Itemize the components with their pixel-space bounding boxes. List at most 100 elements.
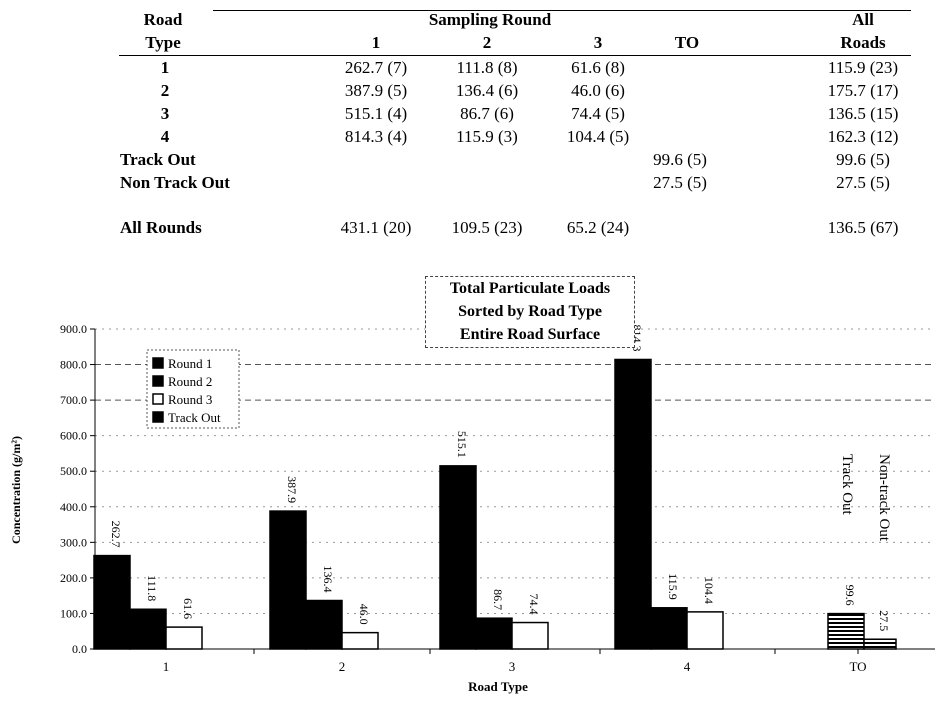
chart-title-line-1: Total Particulate Loads <box>449 280 611 297</box>
legend-swatch <box>152 375 164 387</box>
cell-r1: 515.1 (4) <box>344 104 408 123</box>
y-axis-title: Concentration (g/m²) <box>9 436 23 544</box>
legend-label: Round 2 <box>168 374 212 389</box>
bar-round-1 <box>93 554 131 650</box>
data-label: 86.7 <box>491 589 505 610</box>
col-header-round-2: 2 <box>482 33 492 52</box>
cell-r3: 104.4 (5) <box>566 127 630 146</box>
col-header-round-1: 1 <box>371 33 381 52</box>
x-tick-label: 2 <box>339 659 346 674</box>
row-label: 4 <box>160 127 170 146</box>
header-all: All <box>852 10 874 29</box>
bar-chart: Total Particulate Loads Sorted by Road T… <box>0 262 942 696</box>
legend-swatch <box>152 357 164 369</box>
total-cell-r1: 431.1 (20) <box>340 218 412 237</box>
bar-round-1 <box>439 465 477 650</box>
y-tick-label: 900.0 <box>60 322 87 336</box>
data-label: 115.9 <box>666 573 680 600</box>
bar-non-track-out <box>863 638 897 650</box>
cell-all: 27.5 (5) <box>836 173 890 192</box>
chart-title-line-3: Entire Road Surface <box>459 326 601 343</box>
data-label: 111.8 <box>145 575 159 601</box>
cell-r2: 136.4 (6) <box>455 81 519 100</box>
annotation-track-out: Track Out <box>839 454 855 516</box>
data-label: 104.4 <box>702 577 716 604</box>
bar-round-3 <box>686 611 724 650</box>
data-label: 99.6 <box>843 585 857 606</box>
bar-round-2 <box>305 599 343 650</box>
cell-r2: 86.7 (6) <box>460 104 514 123</box>
data-label: 136.4 <box>321 566 335 593</box>
y-tick-label: 0.0 <box>72 642 87 656</box>
y-tick-label: 300.0 <box>60 535 87 549</box>
bar-round-2 <box>475 617 513 650</box>
data-label: 262.7 <box>109 521 123 548</box>
cell-r1: 387.9 (5) <box>344 81 408 100</box>
cell-r1: 814.3 (4) <box>344 127 408 146</box>
cell-r3: 46.0 (6) <box>571 81 625 100</box>
y-tick-label: 100.0 <box>60 606 87 620</box>
column-header-rule <box>119 55 911 56</box>
legend-swatch <box>152 393 164 405</box>
total-row-label: All Rounds <box>120 218 202 237</box>
data-label: 74.4 <box>527 594 541 615</box>
row-label: 1 <box>160 58 170 77</box>
cell-r2: 111.8 (8) <box>456 58 518 77</box>
bar-track-out <box>827 612 865 650</box>
x-tick-label: 1 <box>163 659 170 674</box>
legend-label: Round 3 <box>168 392 212 407</box>
cell-r3: 74.4 (5) <box>571 104 625 123</box>
chart-title-line-2: Sorted by Road Type <box>458 303 602 320</box>
cell-r2: 115.9 (3) <box>456 127 518 146</box>
bar-round-3 <box>341 631 379 650</box>
cell-all: 162.3 (12) <box>827 127 899 146</box>
x-tick-label: 3 <box>509 659 516 674</box>
legend-label: Track Out <box>168 410 221 425</box>
y-tick-label: 600.0 <box>60 429 87 443</box>
annotation-non-track-out: Non-track Out <box>876 454 892 542</box>
col-header-to: TO <box>674 33 700 52</box>
header-rule <box>213 10 911 11</box>
header-roads: Roads <box>840 33 886 52</box>
cell-all: 136.5 (15) <box>827 104 899 123</box>
legend-label: Round 1 <box>168 356 212 371</box>
y-tick-label: 400.0 <box>60 500 87 514</box>
data-label: 387.9 <box>285 476 299 503</box>
bar-round-1 <box>614 358 652 650</box>
x-axis-title: Road Type <box>468 679 528 694</box>
col-header-round-3: 3 <box>593 33 603 52</box>
summary-table: Road Type Sampling Round All Roads 1 2 3… <box>0 0 942 245</box>
row-label: Non Track Out <box>120 173 230 192</box>
data-label: 515.1 <box>455 431 469 458</box>
cell-r3: 61.6 (8) <box>571 58 625 77</box>
bar-round-1 <box>269 510 307 650</box>
cell-all: 175.7 (17) <box>827 81 899 100</box>
cell-to: 27.5 (5) <box>653 173 707 192</box>
bar-round-2 <box>650 607 688 650</box>
total-cell-all: 136.5 (67) <box>827 218 899 237</box>
bar-round-3 <box>165 626 203 650</box>
cell-r1: 262.7 (7) <box>344 58 408 77</box>
row-label: 2 <box>160 81 170 100</box>
total-cell-r2: 109.5 (23) <box>451 218 523 237</box>
data-label: 27.5 <box>877 610 891 631</box>
cell-all: 99.6 (5) <box>836 150 890 169</box>
y-tick-label: 800.0 <box>60 358 87 372</box>
y-tick-label: 700.0 <box>60 393 87 407</box>
header-type: Type <box>145 33 181 52</box>
chart-plot: 0.0 100.0 200.0 300.0 400.0 500.0 600.0 700.0 80… <box>9 322 935 694</box>
data-label: 61.6 <box>181 598 195 619</box>
total-cell-r3: 65.2 (24) <box>566 218 630 237</box>
x-tick-label: 4 <box>684 659 691 674</box>
row-label: 3 <box>160 104 170 123</box>
data-label: 46.0 <box>357 604 371 625</box>
cell-to: 99.6 (5) <box>653 150 707 169</box>
bar-round-2 <box>129 608 167 650</box>
row-label: Track Out <box>120 150 196 169</box>
header-road: Road <box>143 10 183 29</box>
header-sampling-round: Sampling Round <box>428 10 552 29</box>
y-tick-label: 500.0 <box>60 464 87 478</box>
cell-all: 115.9 (23) <box>827 58 899 77</box>
x-tick-label: TO <box>849 659 866 674</box>
bar-round-3 <box>511 621 549 650</box>
